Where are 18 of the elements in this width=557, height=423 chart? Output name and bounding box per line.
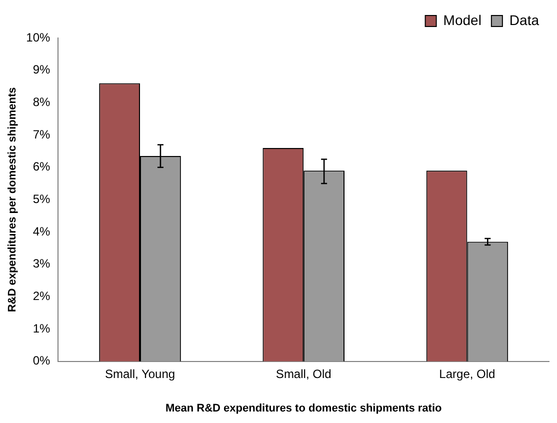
y-tick-label: 8% — [32, 94, 51, 109]
y-tick-label: 10% — [26, 30, 51, 44]
x-tick-label: Small, Old — [276, 366, 332, 381]
y-tick-label: 5% — [32, 192, 51, 206]
y-tick-label: 7% — [32, 127, 51, 142]
y-tick-label: 0% — [32, 354, 51, 368]
y-axis-title: R&D expenditures per domestic shipments — [6, 87, 19, 312]
y-tick-label: 3% — [32, 256, 51, 271]
x-axis-title: Mean R&D expenditures to domestic shipments ratio — [165, 402, 442, 414]
y-tick-label: 9% — [32, 62, 51, 77]
y-tick-label: 2% — [32, 289, 51, 304]
legend-label: Data — [509, 12, 540, 28]
y-tick-label: 6% — [32, 160, 51, 174]
legend-label: Model — [443, 12, 482, 28]
y-tick-label: 1% — [32, 321, 51, 336]
x-tick-label: Large, Old — [439, 366, 496, 381]
x-tick-label: Small, Young — [104, 366, 176, 381]
y-tick-label: 4% — [32, 224, 51, 238]
